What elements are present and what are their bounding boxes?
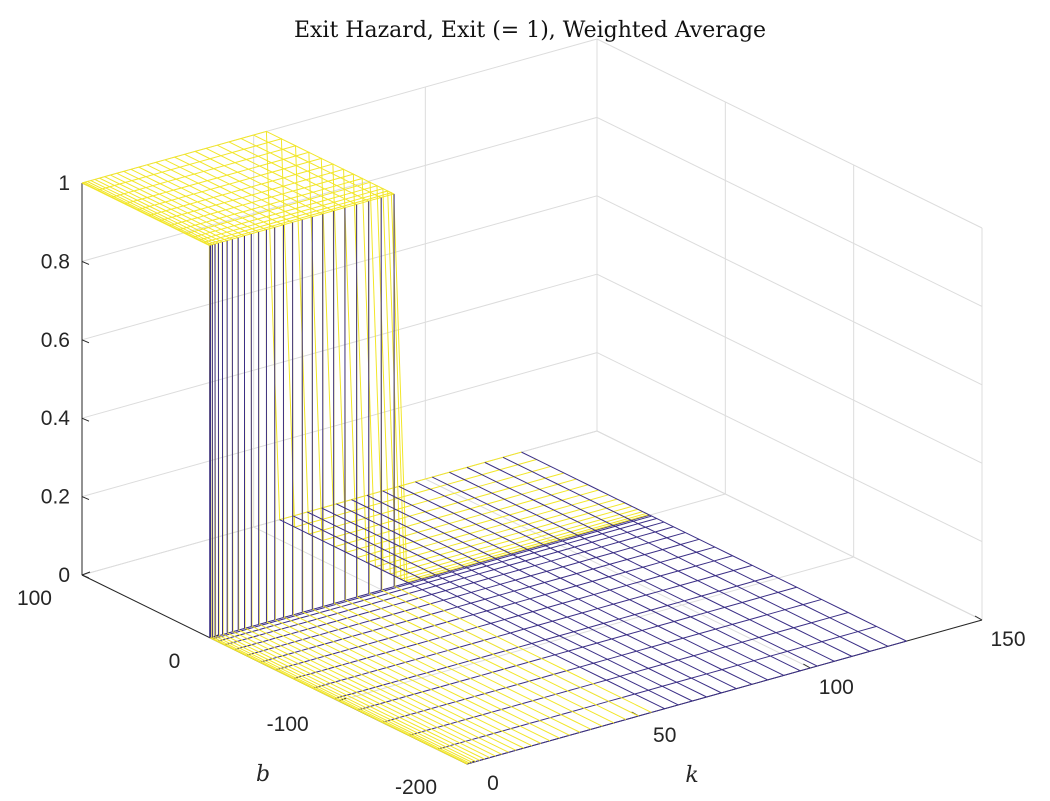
z-tick: [81, 260, 90, 265]
z-tick-label: 0.6: [41, 329, 70, 352]
y-axis-label: b: [256, 762, 270, 787]
y-tick-label: -200: [395, 776, 437, 799]
mesh-line: [90, 180, 476, 762]
mesh-line: [81, 182, 468, 765]
mesh-line: [123, 170, 509, 753]
grid-line: [425, 478, 811, 669]
y-tick-label: -100: [267, 713, 309, 736]
mesh-line: [336, 503, 722, 694]
mesh-line: [99, 177, 485, 760]
mesh-line: [184, 153, 570, 736]
grid-line: [596, 195, 983, 386]
mesh-line: [449, 471, 835, 662]
mesh-line: [333, 575, 774, 700]
z-tick-label: 0.4: [41, 407, 71, 430]
mesh-line: [194, 150, 581, 733]
mesh-line: [415, 481, 801, 672]
mesh-line: [205, 147, 592, 730]
x-tick: [974, 615, 983, 621]
mesh-line: [431, 476, 818, 667]
mesh-line: [174, 156, 560, 739]
mesh-line: [321, 507, 707, 698]
mesh-line: [116, 172, 503, 755]
mesh-line: [382, 490, 768, 681]
mesh-line: [104, 176, 490, 759]
z-tick-label: 1: [58, 172, 70, 195]
y-tick-label: 0: [169, 650, 181, 673]
mesh-line: [293, 515, 679, 706]
mesh-line: [312, 564, 753, 689]
grid-layer: [81, 38, 983, 765]
mesh-line: [466, 466, 853, 657]
grid-line: [81, 195, 598, 341]
grid-line: [596, 38, 983, 229]
mesh-line: [266, 130, 652, 713]
mesh-line: [279, 519, 665, 710]
mesh-line: [146, 164, 533, 747]
mesh-line: [82, 182, 469, 765]
x-tick-label: 0: [487, 772, 499, 795]
chart-title: Exit Hazard, Exit (= 1), Weighted Averag…: [294, 18, 766, 43]
y-tick-label: 100: [17, 587, 52, 610]
mesh-line: [466, 640, 907, 765]
tick-labels: 0 50 100 150 -200 -100 0 100 0 0.2 0.4 0.6 0.8 1: [17, 172, 1026, 799]
mesh-line: [275, 546, 716, 671]
mesh-line: [307, 511, 693, 702]
grid-line: [596, 430, 983, 621]
z-tick: [81, 417, 90, 422]
mesh-line: [94, 178, 481, 761]
grid-line: [596, 273, 983, 464]
x-tick-label: 150: [990, 628, 1025, 651]
mesh-line: [253, 134, 639, 717]
mesh-line: [130, 168, 517, 751]
x-tick-label: 50: [653, 724, 676, 747]
z-tick: [81, 496, 90, 501]
grid-line: [81, 352, 598, 498]
mesh-line: [521, 451, 907, 642]
z-tick-label: 0.2: [41, 486, 70, 509]
mesh-line: [138, 166, 524, 749]
grid-line: [338, 556, 854, 702]
mesh-line: [87, 181, 473, 763]
z-tick-label: 0.8: [41, 250, 70, 273]
grid-line: [81, 116, 598, 262]
mesh-line: [84, 181, 470, 764]
mesh-line: [155, 161, 541, 744]
mesh-line: [351, 499, 737, 690]
x-axis-label: k: [685, 763, 698, 788]
y-tick: [81, 571, 91, 576]
mesh-line: [240, 138, 627, 720]
mesh-line: [210, 514, 650, 639]
grid-line: [596, 352, 983, 543]
mesh-line: [366, 494, 753, 685]
mesh-line: [292, 555, 733, 680]
mesh-line: [398, 485, 785, 676]
mesh-line: [381, 598, 822, 723]
mesh-line: [212, 515, 652, 640]
surface-mesh: [81, 130, 907, 765]
z-tick: [81, 574, 90, 579]
grid-line: [596, 116, 983, 307]
mesh-line: [217, 144, 603, 727]
mesh-line: [164, 159, 551, 742]
mesh-line: [408, 612, 849, 736]
mesh-line: [484, 461, 870, 652]
mesh-line: [502, 456, 889, 647]
z-tick: [81, 339, 90, 344]
mesh-line: [228, 141, 615, 724]
z-tick-label: 0: [58, 564, 70, 587]
mesh-line: [110, 174, 496, 757]
x-tick-label: 100: [819, 676, 854, 699]
x-tick: [803, 663, 811, 669]
